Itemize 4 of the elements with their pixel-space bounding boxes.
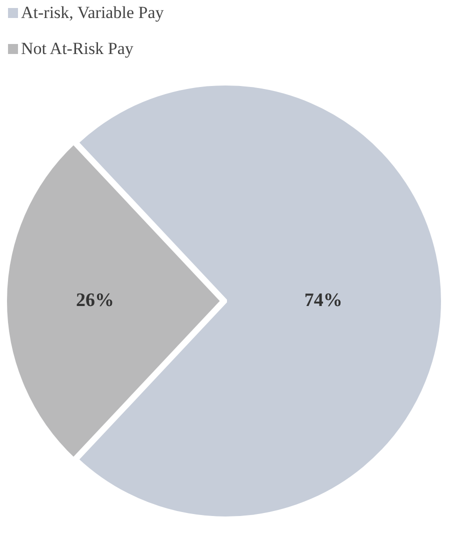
slice-label: At-risk, Variable Pay [21,3,164,23]
data-label: 26% [76,290,114,311]
data-label: 74% [304,290,342,311]
legend-label: Not At-Risk Pay [21,39,134,59]
